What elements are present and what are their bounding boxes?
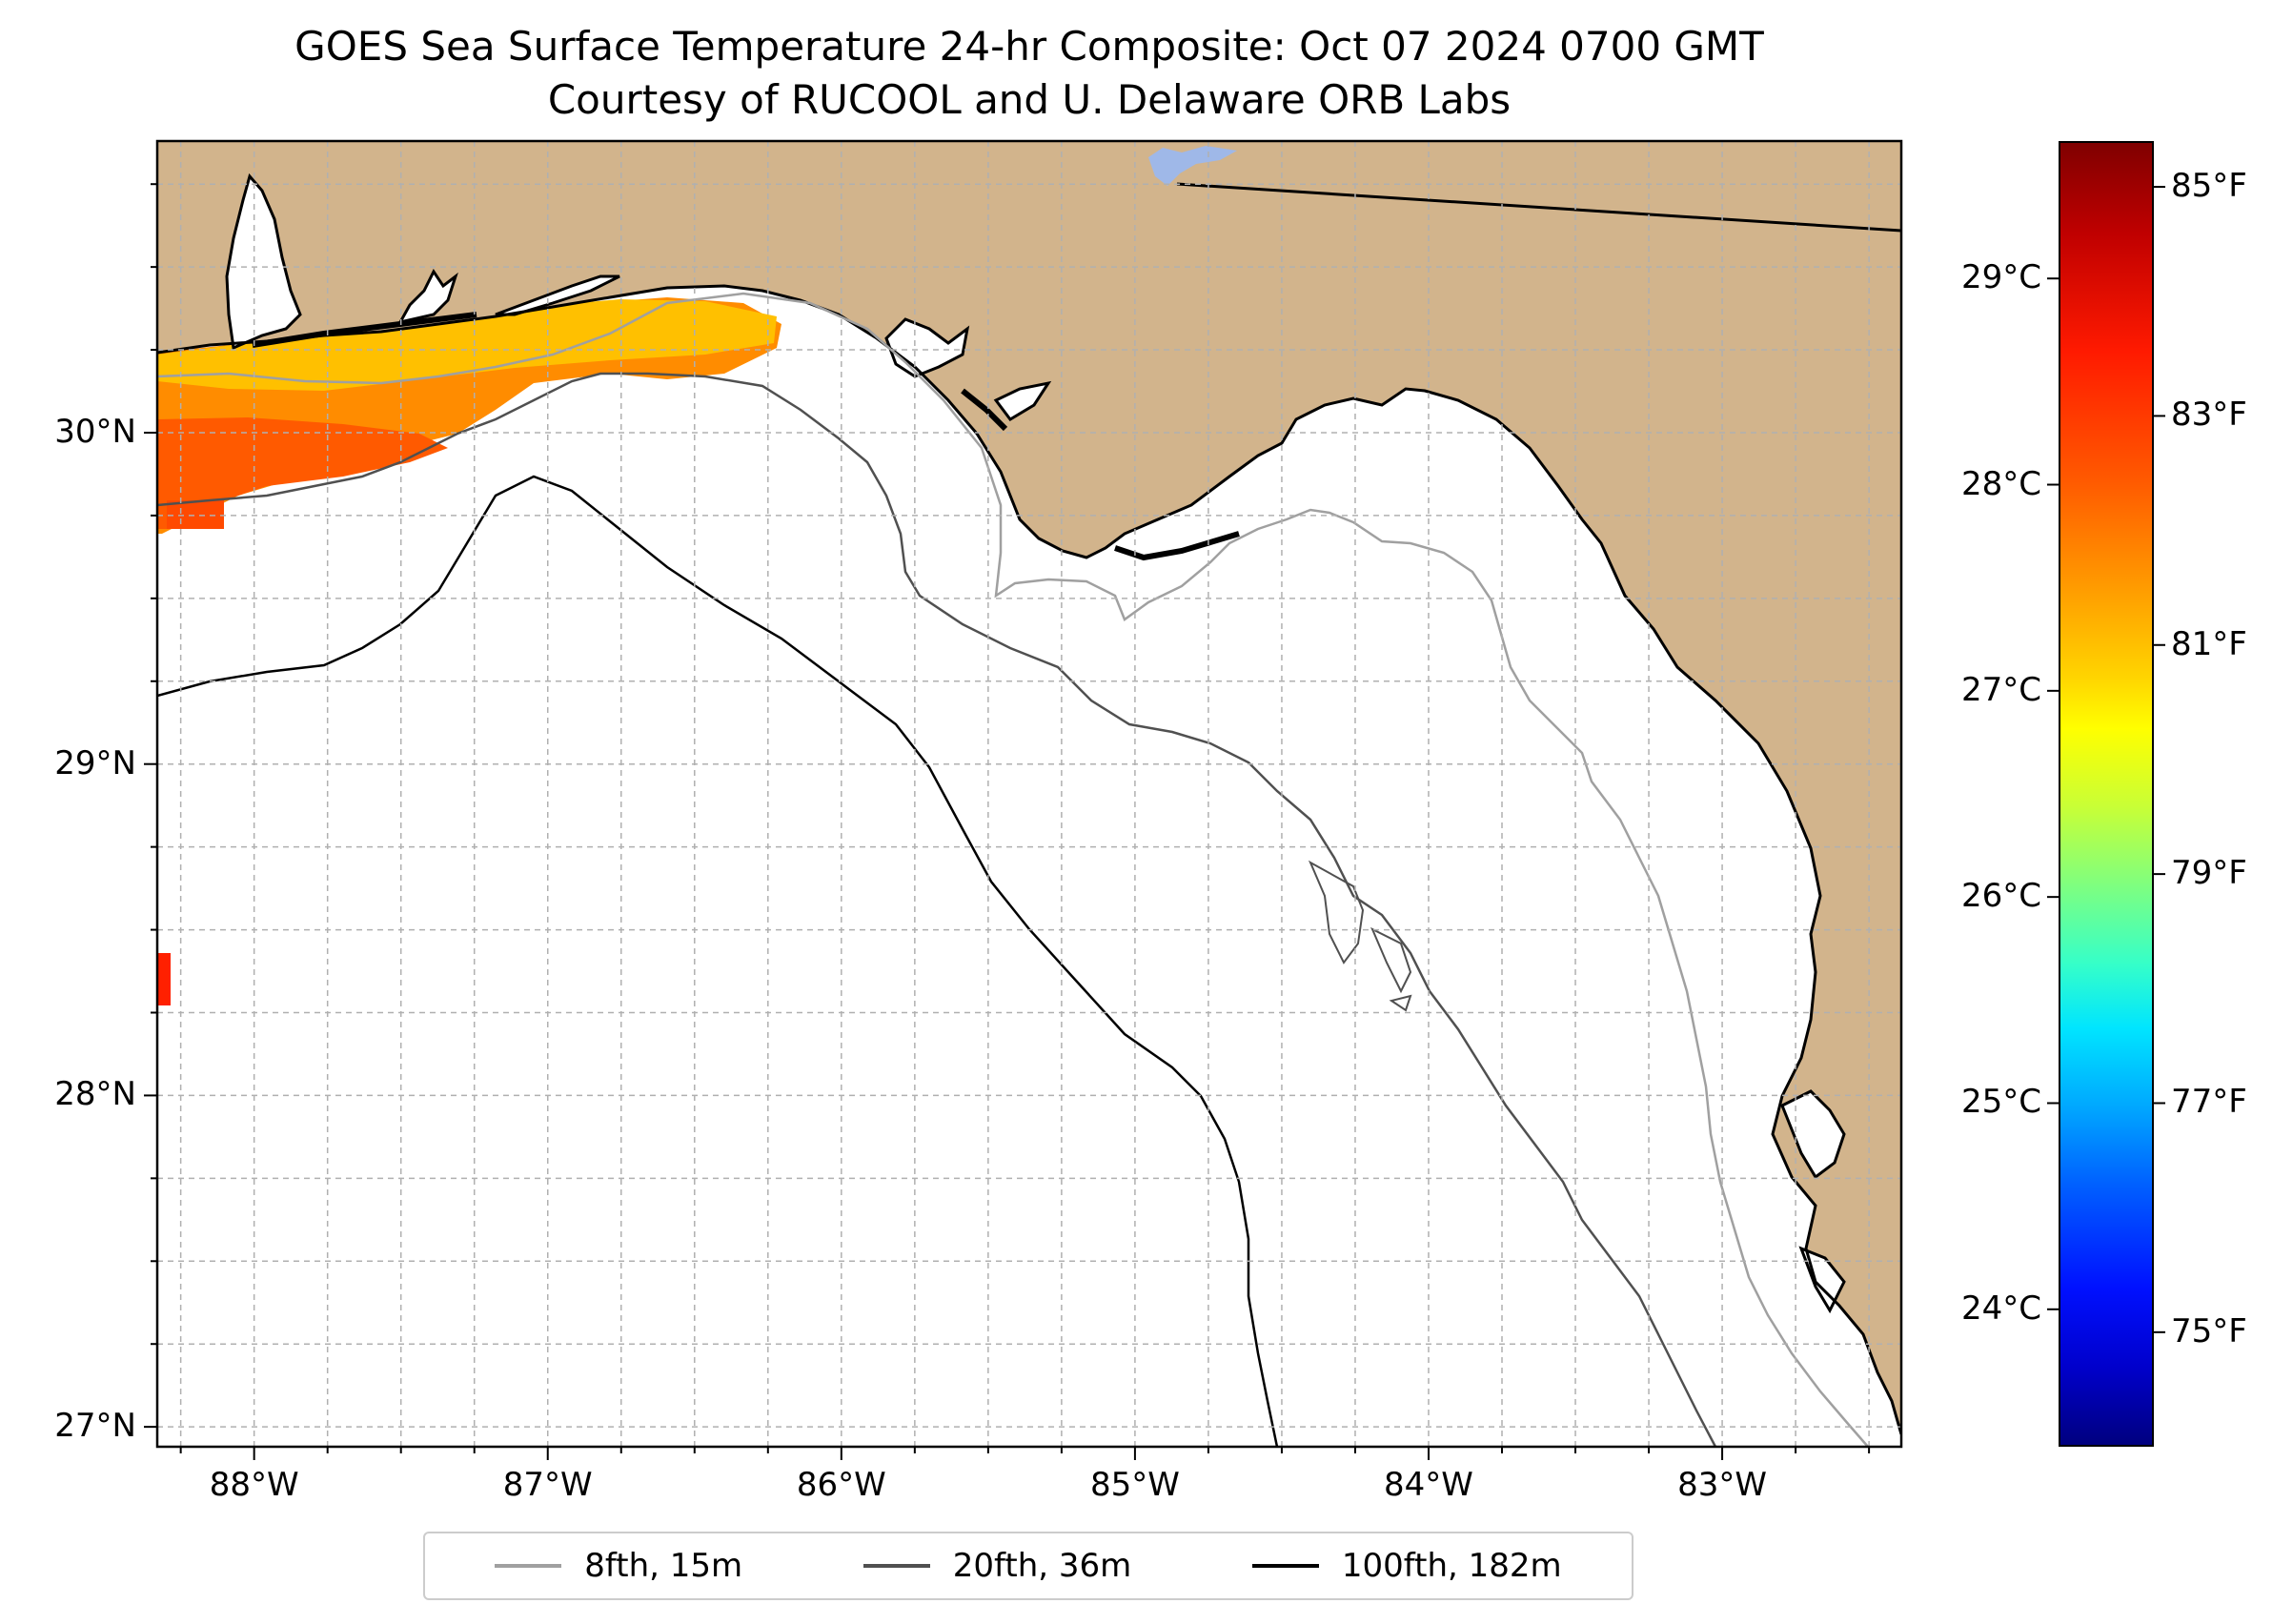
lat-tick-label: 27°N [54, 1407, 136, 1446]
legend-entry-100fth: 100fth, 182m [1251, 1547, 1562, 1585]
isobath-legend: 8fth, 15m 20fth, 36m 100fth, 182m [423, 1532, 1634, 1600]
isobath-20fth [157, 372, 1717, 1447]
colorbar-c-label: 24°C [1960, 1289, 2041, 1328]
colorbar-f-label: 77°F [2171, 1083, 2247, 1122]
legend-label-100fth: 100fth, 182m [1341, 1547, 1562, 1585]
colorbar-c-label: 27°C [1960, 670, 2041, 709]
coastline [157, 284, 1901, 1435]
lat-tick-label: 29°N [54, 743, 136, 782]
colorbar-c-label: 28°C [1960, 464, 2041, 503]
lat-tick-label: 30°N [54, 412, 136, 451]
colorbar-f-label: 83°F [2171, 396, 2247, 435]
pensacola-bay [397, 269, 458, 325]
lon-tick-label: 88°W [209, 1466, 299, 1504]
map-subtitle: Courtesy of RUCOOL and U. Delaware ORB L… [547, 76, 1512, 123]
lat-tick-label: 28°N [54, 1075, 136, 1114]
lon-tick-label: 83°W [1677, 1466, 1767, 1504]
state-border [1176, 182, 1901, 233]
lon-tick-label: 85°W [1089, 1466, 1180, 1504]
legend-swatch-20fth [862, 1564, 930, 1568]
map-frame [155, 139, 1903, 1449]
colorbar-c-label: 25°C [1960, 1083, 2041, 1122]
colorbar-f-label: 81°F [2171, 624, 2247, 663]
sst-hot-patch-west [157, 417, 448, 529]
charlotte-harbor [1798, 1246, 1846, 1314]
sst-red-patch-south [167, 500, 224, 529]
isobath-100fth [157, 475, 1279, 1447]
lon-tick-label: 87°W [502, 1466, 593, 1504]
tampa-bay [1780, 1089, 1846, 1180]
axis-ticks [144, 183, 1871, 1460]
legend-swatch-100fth [1251, 1564, 1319, 1568]
colorbar-f-label: 79°F [2171, 854, 2247, 893]
barrier-islands [252, 312, 1240, 561]
lon-tick-label: 86°W [796, 1466, 886, 1504]
legend-swatch-8fth [495, 1564, 562, 1568]
legend-label-20fth: 20fth, 36m [952, 1547, 1132, 1585]
legend-entry-8fth: 8fth, 15m [495, 1547, 742, 1585]
colorbar-ticks [2047, 186, 2165, 1333]
gridlines [157, 141, 1901, 1447]
colorbar-c-label: 26°C [1960, 877, 2041, 916]
map-title: GOES Sea Surface Temperature 24-hr Compo… [294, 23, 1764, 70]
colorbar-f-label: 85°F [2171, 167, 2247, 206]
apalachicola-bay [993, 380, 1052, 421]
sst-red-patch-edge [157, 953, 171, 1005]
lake-seminole [1148, 146, 1237, 186]
colorbar [2059, 141, 2154, 1447]
lon-tick-label: 84°W [1384, 1466, 1473, 1504]
legend-entry-20fth: 20fth, 36m [862, 1547, 1132, 1585]
colorbar-c-label: 29°C [1960, 258, 2041, 297]
isobath-8fth [157, 292, 1869, 1447]
colorbar-f-label: 75°F [2171, 1311, 2247, 1350]
mobile-bay [225, 173, 302, 351]
legend-label-8fth: 8fth, 15m [584, 1547, 743, 1585]
